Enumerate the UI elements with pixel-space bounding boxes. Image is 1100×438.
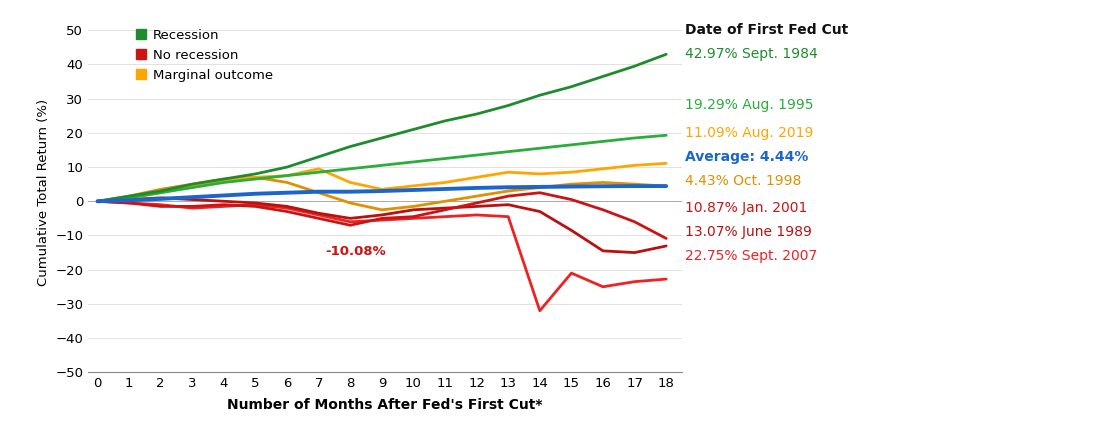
Text: 13.07% June 1989: 13.07% June 1989: [685, 225, 812, 239]
Text: Date of First Fed Cut: Date of First Fed Cut: [685, 23, 848, 37]
Text: 10.87% Jan. 2001: 10.87% Jan. 2001: [685, 201, 807, 215]
Text: 42.97% Sept. 1984: 42.97% Sept. 1984: [685, 47, 818, 61]
Y-axis label: Cumulative Total Return (%): Cumulative Total Return (%): [36, 99, 50, 286]
Text: -10.08%: -10.08%: [324, 245, 386, 258]
X-axis label: Number of Months After Fed's First Cut*: Number of Months After Fed's First Cut*: [228, 399, 542, 413]
Text: 11.09% Aug. 2019: 11.09% Aug. 2019: [685, 126, 814, 140]
Text: 22.75% Sept. 2007: 22.75% Sept. 2007: [685, 249, 817, 263]
Legend: Recession, No recession, Marginal outcome: Recession, No recession, Marginal outcom…: [130, 23, 278, 88]
Text: 19.29% Aug. 1995: 19.29% Aug. 1995: [685, 99, 814, 113]
Text: 4.43% Oct. 1998: 4.43% Oct. 1998: [685, 174, 802, 188]
Text: Average: 4.44%: Average: 4.44%: [685, 150, 808, 164]
